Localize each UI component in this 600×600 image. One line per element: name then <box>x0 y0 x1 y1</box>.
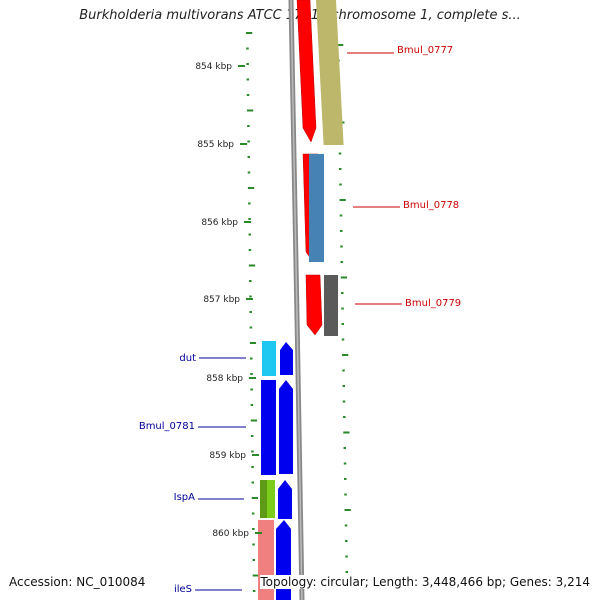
gene-bar-bmul-0779[interactable] <box>305 274 323 336</box>
cog-track-inner <box>258 341 276 600</box>
gene-label[interactable]: IspA <box>174 492 196 503</box>
class-bar-cyan[interactable] <box>262 341 276 376</box>
scale-label: 856 kbp <box>201 218 238 228</box>
class-bar-olive[interactable] <box>316 0 344 145</box>
gene-bar-bmul-0777[interactable] <box>296 0 317 143</box>
gene-bar-dut[interactable] <box>280 342 293 375</box>
gene-label[interactable]: ileS <box>174 584 192 595</box>
genome-summary: Topology: circular; Length: 3,448,466 bp… <box>260 575 590 589</box>
scale-labels: 854 kbp 855 kbp 856 kbp 857 kbp 858 kbp 859 k… <box>195 62 262 539</box>
gene-label[interactable]: dut <box>179 353 196 364</box>
scale-label: 855 kbp <box>197 140 234 150</box>
accession-label: Accession: NC_010084 <box>9 575 146 589</box>
scale-label: 857 kbp <box>203 295 240 305</box>
scale-label: 858 kbp <box>206 374 243 384</box>
gene-label[interactable]: Bmul_0778 <box>403 200 459 211</box>
scale-label: 854 kbp <box>195 62 232 72</box>
class-bar-gray[interactable] <box>324 275 338 336</box>
cds-track-blue <box>276 342 293 600</box>
cog-track-outer <box>309 0 344 336</box>
gene-label[interactable]: Bmul_0779 <box>405 298 461 309</box>
gene-label[interactable]: Bmul_0781 <box>139 421 195 432</box>
gene-label[interactable]: Bmul_0777 <box>397 45 453 56</box>
scale-label: 860 kbp <box>212 529 249 539</box>
class-bar-steelblue[interactable] <box>309 154 324 262</box>
gene-bar-bmul-0781[interactable] <box>279 380 293 474</box>
class-bar-blue[interactable] <box>261 380 276 475</box>
scale-label: 859 kbp <box>209 451 246 461</box>
gene-bar-ispa[interactable] <box>278 480 292 519</box>
